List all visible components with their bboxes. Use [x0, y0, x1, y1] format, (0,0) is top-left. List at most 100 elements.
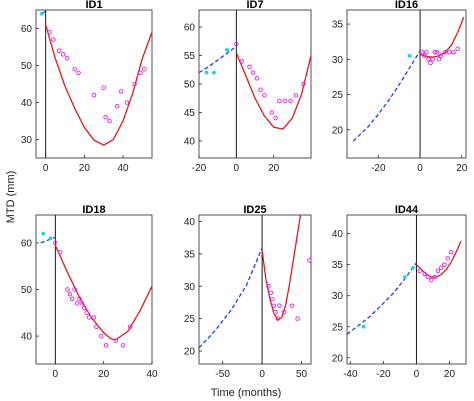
post-treatment-point: [445, 256, 451, 261]
x-axis-label: Time (months): [211, 387, 282, 399]
post-treatment-point: [293, 93, 299, 98]
post-treatment-point: [417, 268, 422, 274]
panel-title: ID1: [85, 0, 102, 11]
post-treatment-point: [114, 103, 120, 109]
panel-id1: ID1 0 20 40 30 40 50 60: [21, 0, 153, 174]
post-treatment-point: [120, 343, 126, 348]
post-treatment-point: [65, 287, 70, 292]
x-tick-label: 40: [117, 163, 129, 174]
x-tick-label: -20: [371, 163, 386, 174]
post-treatment-point: [234, 41, 239, 47]
post-treatment-point: [69, 296, 75, 302]
post-treatment-point: [268, 290, 274, 295]
post-treatment-point: [107, 118, 112, 124]
post-treatment-point: [438, 53, 444, 59]
y-axis-label: MTD (mm): [5, 171, 17, 224]
post-treatment-point: [77, 296, 82, 302]
plot-area: [39, 10, 152, 158]
post-treatment-point: [91, 315, 97, 320]
post-treatment-point: [118, 89, 124, 94]
post-treatment-point: [138, 70, 143, 76]
y-tick-label: 35: [332, 260, 344, 271]
post-treatment-point: [442, 50, 448, 55]
pre-treatment-point: [39, 11, 44, 16]
post-treatment-point: [262, 93, 267, 98]
x-tick-label: 0: [414, 369, 420, 380]
pre-treatment-fit-line: [40, 236, 56, 244]
y-tick-label: 45: [184, 108, 196, 119]
post-treatment-point: [67, 291, 73, 297]
plot-area: [40, 215, 152, 364]
axes-box: [346, 9, 467, 159]
post-treatment-point: [426, 57, 431, 62]
panel-id7: ID7 -20 0 20 40 45 50 55 60: [184, 0, 312, 174]
post-treatment-point: [86, 315, 92, 320]
post-treatment-point: [142, 66, 147, 72]
y-tick-label: 50: [184, 80, 196, 91]
post-treatment-point: [435, 268, 441, 274]
post-treatment-fit-line: [54, 245, 152, 341]
post-treatment-point: [103, 115, 108, 120]
post-treatment-point: [438, 265, 444, 271]
y-tick-label: 60: [21, 238, 33, 249]
panels: ID1 0 20 40 30 40 50 60 ID7 -20 0 20 40 45 50 55 60 ID16 -…: [21, 0, 468, 380]
post-treatment-point: [51, 37, 56, 42]
post-treatment-point: [91, 92, 97, 98]
pre-treatment-point: [361, 324, 366, 329]
x-tick-label: -50: [215, 369, 230, 380]
panel-id16: ID16 -20 0 20 20 25 30 35: [332, 0, 468, 174]
x-tick-label: 20: [79, 163, 91, 174]
post-treatment-point: [84, 310, 89, 316]
y-tick-label: 50: [21, 61, 33, 72]
post-treatment-point: [447, 50, 452, 55]
pre-treatment-point: [402, 275, 407, 279]
y-tick-label: 25: [184, 314, 196, 325]
post-treatment-point: [282, 98, 288, 104]
post-treatment-point: [76, 70, 81, 76]
y-tick-label: 40: [21, 98, 33, 109]
axes-box: [346, 214, 467, 365]
post-treatment-point: [307, 258, 311, 263]
post-treatment-fit-line: [235, 52, 311, 130]
y-tick-label: 25: [332, 322, 344, 333]
post-treatment-point: [422, 271, 427, 277]
pre-treatment-fit-line: [199, 247, 263, 349]
post-treatment-point: [289, 303, 295, 308]
post-treatment-point: [53, 240, 58, 246]
y-tick-label: 30: [21, 135, 33, 146]
post-treatment-point: [72, 287, 77, 292]
post-treatment-point: [273, 115, 278, 121]
post-treatment-point: [434, 50, 440, 55]
post-treatment-point: [273, 309, 278, 315]
post-treatment-point: [270, 296, 275, 302]
y-tick-label: 40: [184, 217, 196, 228]
post-treatment-point: [82, 305, 87, 311]
y-tick-label: 25: [332, 90, 344, 101]
y-tick-label: 60: [184, 23, 196, 34]
y-tick-label: 60: [21, 24, 33, 35]
y-tick-label: 55: [184, 51, 196, 62]
post-treatment-point: [60, 52, 66, 57]
panel-id18: ID18 0 20 40 40 50 60: [21, 204, 158, 380]
post-treatment-point: [113, 338, 118, 343]
y-tick-label: 20: [332, 125, 344, 136]
panel-id44: ID44 -40 -20 0 20 20 25 30 35 40: [332, 204, 467, 380]
post-treatment-point: [47, 29, 52, 35]
y-tick-label: 35: [184, 249, 196, 260]
post-treatment-point: [269, 110, 275, 115]
y-tick-label: 20: [184, 347, 196, 358]
post-treatment-point: [79, 301, 85, 306]
x-tick-label: 40: [146, 369, 158, 380]
post-treatment-point: [72, 66, 77, 72]
panel-title: ID44: [395, 204, 419, 216]
post-treatment-point: [424, 50, 429, 55]
x-tick-label: 0: [259, 369, 265, 380]
post-treatment-point: [101, 85, 106, 90]
post-treatment-point: [239, 58, 245, 64]
x-tick-label: 0: [53, 369, 59, 380]
post-treatment-point: [448, 249, 454, 255]
plot-area: [347, 215, 462, 364]
pre-treatment-point: [48, 236, 53, 241]
post-treatment-point: [254, 76, 260, 81]
